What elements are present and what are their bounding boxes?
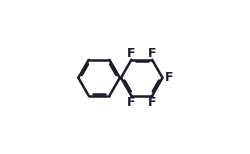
Text: F: F <box>165 71 173 84</box>
Text: F: F <box>127 96 136 109</box>
Text: F: F <box>127 47 136 60</box>
Text: F: F <box>148 47 156 60</box>
Text: F: F <box>148 96 156 109</box>
